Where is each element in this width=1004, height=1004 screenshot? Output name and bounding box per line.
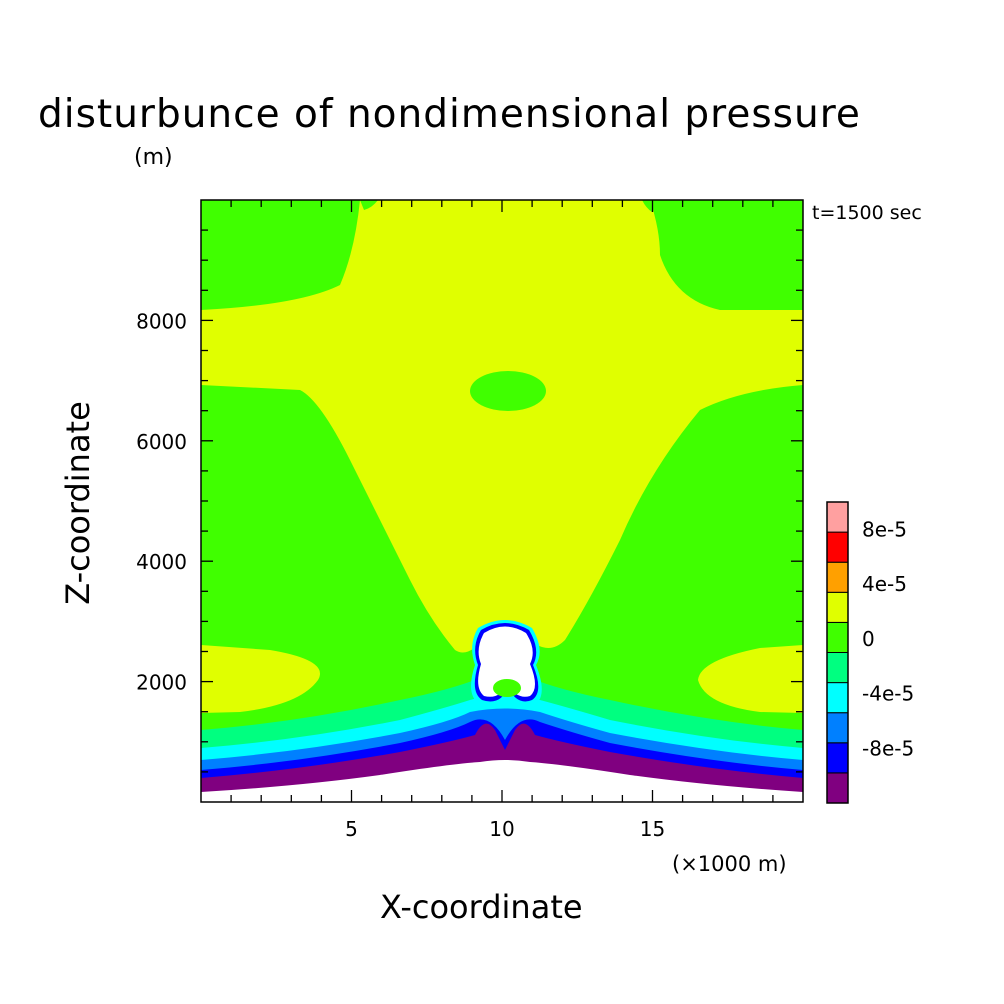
colorbar-swatch [826, 621, 849, 654]
colorbar-frame [826, 501, 849, 804]
axes: 5 10 15 2000 4000 6000 8000 [136, 200, 803, 841]
plot-area [201, 200, 803, 802]
colorbar-tick-label: 0 [862, 627, 875, 651]
y-unit-label: (m) [134, 145, 173, 170]
colorbar: -8e-5 -4e-5 0 4e-5 8e-5 [826, 501, 914, 804]
colorbar-tick-label: 4e-5 [862, 572, 907, 596]
time-label: t=1500 sec [812, 202, 922, 224]
y-tick-label: 8000 [136, 309, 187, 333]
colorbar-tick-label: -4e-5 [862, 682, 914, 706]
field-lower-left-lobe [201, 645, 320, 713]
y-tick-label: 4000 [136, 550, 187, 574]
x-tick-label: 10 [489, 817, 514, 841]
colorbar-tick-label: 8e-5 [862, 517, 907, 541]
x-unit-label: (×1000 m) [672, 852, 787, 876]
y-tick-label: 2000 [136, 671, 187, 695]
field-upper-green-cell [470, 371, 546, 411]
field-undefined-region [478, 626, 535, 697]
colorbar-swatch [826, 501, 849, 533]
colorbar-swatch [826, 742, 849, 774]
y-tick-label: 6000 [136, 430, 187, 454]
colorbar-tick-label: -8e-5 [862, 736, 914, 760]
colorbar-swatch [826, 531, 849, 563]
x-axis-label: X-coordinate [380, 888, 583, 926]
colorbar-swatch [826, 591, 849, 623]
x-tick-label: 5 [345, 817, 358, 841]
x-tick-label: 15 [640, 817, 665, 841]
colorbar-swatch [826, 712, 849, 744]
field-lower-right-lobe [698, 645, 803, 713]
colorbar-swatch [826, 561, 849, 593]
colorbar-swatch [826, 772, 849, 804]
colorbar-swatch [826, 682, 849, 714]
field-upper-core [201, 200, 803, 653]
colorbar-swatch [826, 652, 849, 684]
field-top-green-notch-left [360, 200, 378, 210]
field-center-green-cell [493, 679, 521, 697]
field-top-green-notch-right [642, 200, 654, 212]
chart-title: disturbunce of nondimensional pressure [38, 92, 861, 137]
